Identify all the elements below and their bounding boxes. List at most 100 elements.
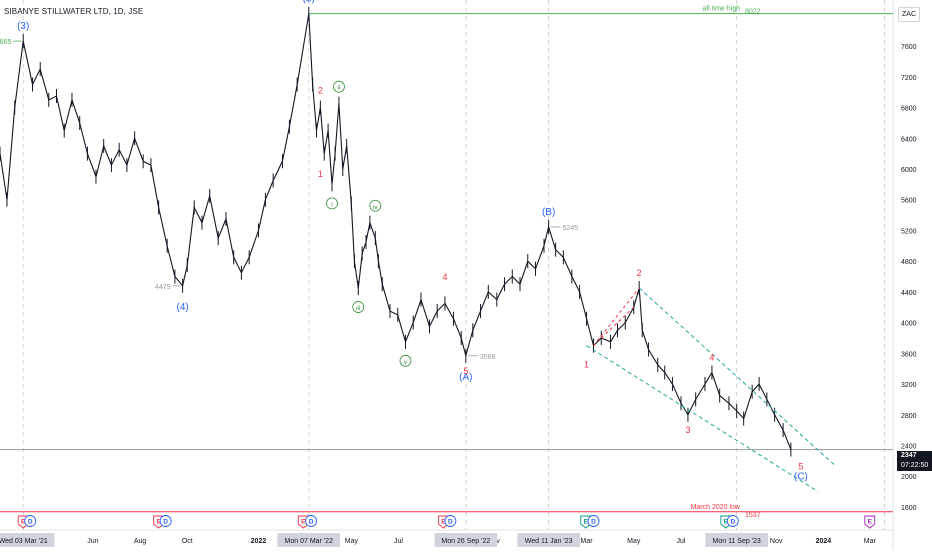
- x-highlight-label: Mon 07 Mar '22: [285, 538, 334, 545]
- wave-label: 3: [685, 425, 690, 435]
- wave-label: iii: [356, 305, 360, 312]
- x-highlight-box: [434, 533, 498, 547]
- wave-label-circle: [333, 80, 345, 93]
- currency-button[interactable]: ZAC: [898, 7, 920, 22]
- price-label: 3568: [480, 354, 496, 361]
- y-tick-label: 5600: [901, 198, 917, 205]
- y-tick-label: 6800: [901, 106, 917, 113]
- x-tick-label: Mar: [864, 538, 877, 545]
- y-tick-label: 3200: [901, 382, 917, 389]
- wave-label: 5: [798, 462, 803, 472]
- dividend-event-icon: [587, 515, 600, 527]
- wave-label-circle: [399, 354, 412, 367]
- x-tick-label: May: [627, 538, 641, 545]
- x-highlight-box: [705, 533, 768, 547]
- event-icon-letter: E: [868, 519, 873, 526]
- x-tick-label: 2024: [816, 538, 832, 545]
- wave-label-circle: [326, 197, 338, 210]
- wedge-line: [600, 306, 635, 339]
- y-tick-label: 4400: [901, 290, 917, 297]
- event-icon-letter: E: [156, 519, 161, 526]
- dividend-event-icon: [444, 515, 457, 527]
- x-highlight-label: Wed 03 Mar '21: [0, 538, 48, 545]
- y-tick-label: 4000: [901, 321, 917, 328]
- event-icon-letter: D: [730, 519, 735, 526]
- event-icon-letter: E: [724, 519, 729, 526]
- y-tick-label: 6000: [901, 167, 917, 174]
- wave-label: (4): [177, 302, 189, 313]
- event-icon-letter: D: [309, 519, 314, 526]
- event-icon-letter: D: [28, 519, 33, 526]
- x-highlight-label: Mon 11 Sep '23: [713, 538, 761, 545]
- wave-label: (3): [17, 21, 29, 32]
- wave-label: 4: [442, 272, 447, 282]
- x-tick-label: Nov: [770, 538, 783, 545]
- wedge-line: [593, 287, 640, 346]
- wave-label: (A): [459, 372, 472, 383]
- y-tick-label: 7600: [901, 44, 917, 51]
- wave-label: v: [404, 359, 408, 366]
- wave-label: 4: [709, 353, 714, 363]
- wave-label: ii: [337, 85, 340, 92]
- y-tick-label: 6400: [901, 136, 917, 143]
- horizontal-level-value: 8022: [745, 9, 761, 16]
- x-tick-label: Jul: [394, 538, 403, 545]
- x-highlight-box: [277, 533, 341, 547]
- y-tick-label: 7200: [901, 75, 917, 82]
- event-icon-letter: E: [21, 519, 26, 526]
- chart-title: SIBANYE STILLWATER LTD, 1D, JSE: [4, 7, 144, 16]
- wave-label: 2: [318, 86, 323, 96]
- x-highlight-label: Wed 11 Jan '23: [525, 538, 573, 545]
- wave-label: iv: [373, 204, 378, 211]
- x-tick-label: Oct: [182, 538, 193, 545]
- dividend-event-icon: [726, 515, 739, 527]
- wave-label: 2: [637, 268, 642, 278]
- wave-label: (B): [542, 207, 555, 218]
- channel-line: [638, 287, 835, 466]
- event-icon-letter: D: [591, 519, 596, 526]
- x-tick-label: Jun: [87, 538, 98, 545]
- event-icon-letter: E: [301, 519, 306, 526]
- x-highlight-box: [517, 533, 580, 547]
- wave-label: 1: [584, 359, 589, 369]
- price-label: 5245: [563, 225, 579, 232]
- event-icon-letter: E: [584, 519, 589, 526]
- x-tick-label: Jul: [676, 538, 685, 545]
- y-tick-label: 5200: [901, 228, 917, 235]
- wave-label: (C): [794, 472, 808, 483]
- y-tick-label: 1600: [901, 505, 917, 512]
- horizontal-level-label: all time high: [703, 6, 740, 13]
- x-tick-label: 2022: [251, 538, 267, 545]
- wave-label-circle: [369, 199, 382, 212]
- y-tick-label: 2800: [901, 413, 917, 420]
- y-tick-label: 2400: [901, 444, 917, 451]
- y-tick-label: 2000: [901, 474, 917, 481]
- x-tick-label: May: [345, 538, 359, 545]
- bar-countdown: 07:22:50: [901, 462, 929, 469]
- event-icon-letter: D: [448, 519, 453, 526]
- horizontal-level-value: 1537: [745, 512, 761, 519]
- x-tick-label: Aug: [134, 538, 147, 545]
- x-highlight-box: [0, 533, 55, 547]
- x-tick-label: Mar: [581, 538, 594, 545]
- wave-label-circle: [352, 301, 365, 313]
- wave-label: i: [331, 201, 332, 208]
- earnings-event-icon: [864, 515, 876, 529]
- dividend-event-icon: [305, 515, 318, 527]
- x-highlight-label: Mon 26 Sep '22: [441, 538, 490, 545]
- channel-line: [586, 345, 819, 493]
- horizontal-level-label: March 2020 low: [691, 504, 741, 511]
- y-tick-label: 4800: [901, 259, 917, 266]
- price-label: 4479: [155, 284, 171, 291]
- wave-label: 1: [318, 169, 323, 179]
- wave-label: 5: [463, 366, 468, 376]
- y-tick-label: 3600: [901, 351, 917, 358]
- last-price-badge: 2347 07:22:50: [897, 451, 932, 471]
- dividend-event-icon: [24, 515, 37, 527]
- event-icon-letter: E: [441, 519, 446, 526]
- last-price: 2347: [901, 452, 917, 459]
- dividend-event-icon: [159, 515, 172, 527]
